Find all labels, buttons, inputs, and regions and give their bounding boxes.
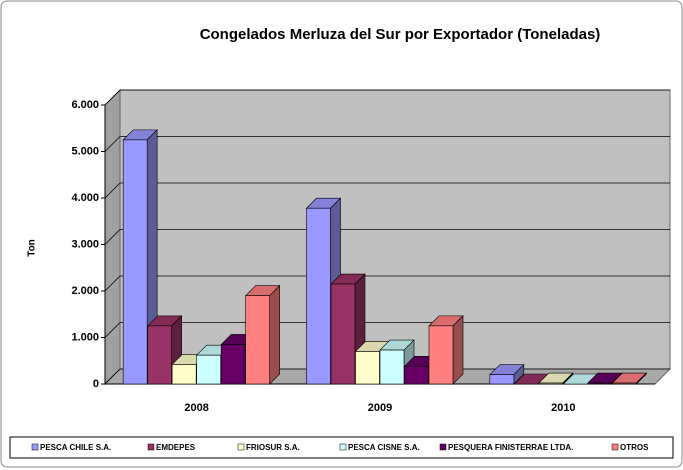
y-tick-label: 2.000 [71, 285, 99, 297]
legend-swatch [32, 444, 38, 450]
bar [221, 344, 245, 384]
legend-label: PESCA CHILE S.A. [40, 443, 111, 452]
legend-swatch [440, 444, 446, 450]
legend-swatch [340, 444, 346, 450]
y-tick-label: 6.000 [71, 99, 99, 111]
bar [490, 375, 514, 384]
legend-label: EMDEPES [156, 443, 196, 452]
bar [588, 383, 612, 384]
legend-swatch [148, 444, 154, 450]
x-tick-label: 2009 [368, 402, 392, 414]
legend-swatch [612, 444, 618, 450]
legend-label: PESQUERA FINISTERRAE LTDA. [448, 443, 573, 452]
bar [539, 383, 563, 384]
bar [123, 140, 147, 384]
y-tick-label: 0 [93, 378, 99, 390]
bar [172, 364, 196, 384]
chart-title: Congelados Merluza del Sur por Exportado… [200, 26, 601, 43]
bar [246, 296, 270, 384]
bar [148, 326, 172, 384]
bar [380, 350, 404, 384]
bar-side [453, 316, 463, 384]
x-tick-label: 2008 [184, 402, 208, 414]
bar [429, 326, 453, 384]
chart: Congelados Merluza del Sur por Exportado… [0, 0, 683, 470]
bar [331, 284, 355, 384]
bar [307, 208, 331, 384]
bar [612, 383, 636, 384]
bar [197, 355, 221, 384]
legend-label: FRIOSUR S.A. [246, 443, 300, 452]
legend-swatch [238, 444, 244, 450]
legend-label: OTROS [620, 443, 649, 452]
legend-label: PESCA CISNE S.A. [348, 443, 420, 452]
y-tick-label: 4.000 [71, 192, 99, 204]
bar [405, 366, 429, 384]
y-tick-label: 1.000 [71, 331, 99, 343]
y-tick-label: 5.000 [71, 145, 99, 157]
x-tick-label: 2010 [551, 402, 575, 414]
bar [356, 351, 380, 384]
y-tick-label: 3.000 [71, 238, 99, 250]
y-axis-label: Ton [27, 239, 38, 257]
bar-side [270, 286, 280, 384]
